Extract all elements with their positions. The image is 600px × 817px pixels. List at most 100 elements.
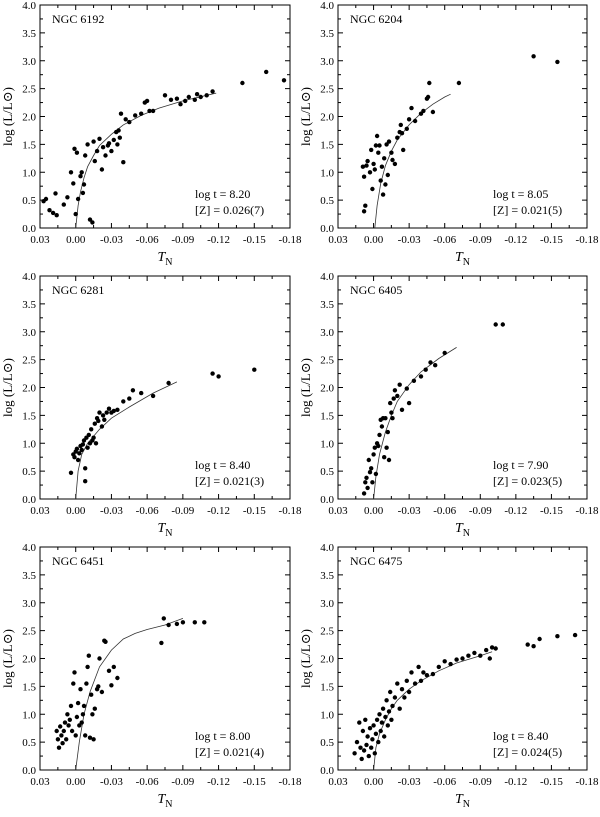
x-tick-label: 0.03 [328,776,348,788]
y-axis-label: log (L/L⊙) [0,358,15,417]
data-point [109,148,114,154]
data-point [96,418,101,424]
data-point [60,741,65,746]
data-point [425,94,431,100]
data-point [398,122,403,128]
data-point [358,745,363,750]
y-tick-label: 3.0 [320,56,334,68]
data-point [363,203,368,208]
y-tick-label: 2.0 [22,383,36,395]
data-point [373,471,379,477]
x-tick-label: 0.00 [66,234,86,246]
data-point [54,728,59,734]
data-point [75,457,81,463]
x-tick-label: 0.00 [364,776,384,788]
x-tick-label: -0.12 [504,505,527,517]
data-point [370,737,375,742]
isochrone-curve [373,651,493,771]
data-point [390,416,395,421]
data-point [99,424,105,429]
data-point [421,670,426,675]
data-point [382,455,387,460]
data-point [85,445,90,450]
y-tick-label: 4.0 [22,0,36,12]
data-point [531,54,536,59]
data-point [448,661,453,667]
data-point [79,170,84,175]
data-point [427,80,432,86]
data-point [572,632,578,638]
data-point [436,664,441,670]
data-point [75,700,81,706]
y-tick-label: 0.5 [320,737,334,749]
annotation-line: [Z] = 0.023(5) [493,474,562,488]
data-point [411,378,417,383]
data-point [115,675,120,681]
x-tick-label: -0.15 [540,505,563,517]
data-point [66,723,71,728]
data-point [204,93,209,98]
data-point [361,209,367,214]
y-tick-label: 0.5 [22,195,36,207]
x-tick-label: -0.09 [469,234,492,246]
data-point [367,170,373,175]
data-point [159,640,164,646]
data-point [525,642,530,647]
x-tick-label: 0.03 [30,776,50,788]
x-tick-label: -0.15 [243,505,266,517]
panel-title: NGC 6451 [52,554,104,568]
data-point [127,396,132,401]
data-point [360,164,366,169]
data-point [430,671,436,677]
data-point [89,692,94,697]
y-tick-label: 1.5 [22,410,36,422]
data-point [366,457,371,463]
data-point [202,620,207,625]
data-point [399,687,405,692]
data-point [240,80,245,86]
data-point [68,470,74,475]
data-point [83,153,88,158]
x-tick-label: -0.18 [279,776,302,788]
data-point [43,196,49,202]
data-point [370,186,375,192]
data-point [399,407,405,412]
data-point [91,139,96,144]
data-point [406,689,412,695]
data-point [442,659,447,664]
data-point [194,92,200,97]
plot-frame [39,4,291,229]
data-point [376,150,381,155]
data-point [139,390,144,396]
data-point [555,634,560,639]
y-tick-label: 2.5 [22,84,36,96]
data-point [399,131,405,136]
y-tick-label: 2.0 [320,112,334,124]
x-tick-label: 0.00 [364,505,384,517]
panel-title: NGC 6405 [350,283,402,297]
data-point [133,113,138,118]
data-point [493,646,498,651]
data-point [412,681,418,686]
data-point [377,712,382,717]
data-point [99,167,105,172]
data-point [395,393,400,399]
data-point [75,196,81,202]
data-point [65,195,70,200]
data-point [87,735,93,740]
data-point [395,681,400,686]
y-tick-label: 1.0 [320,167,334,179]
data-point [74,714,80,720]
data-point [371,452,376,457]
x-tick-label: 0.03 [328,505,348,517]
data-point [376,443,381,449]
x-tick-label: -0.09 [171,234,194,246]
data-point [416,664,421,670]
data-point [386,457,392,463]
x-tick-label: -0.15 [540,776,563,788]
data-point [281,78,287,83]
y-tick-label: 2.5 [320,84,334,96]
x-axis-label-main: T [455,521,464,536]
data-point [361,174,367,179]
y-tick-label: 0.0 [22,494,36,506]
